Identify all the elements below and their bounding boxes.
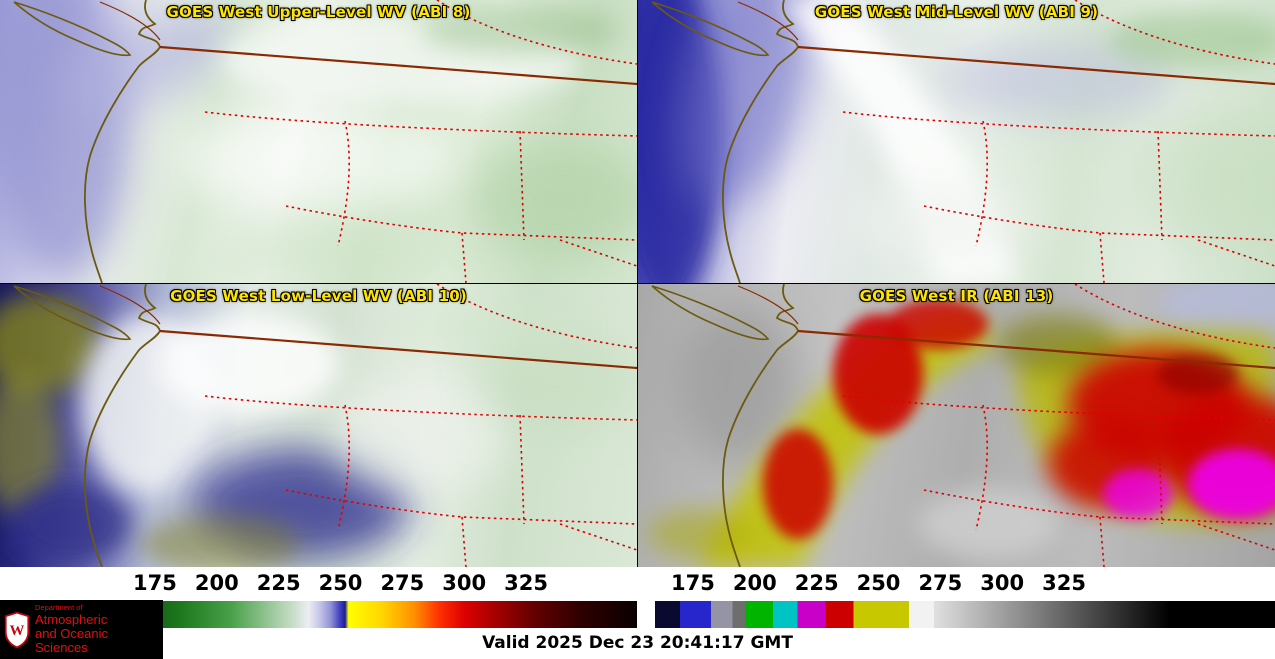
satellite-image-low-level-wv	[0, 294, 637, 567]
map-overlay	[638, 0, 1275, 283]
valid-time-text: Valid 2025 Dec 23 20:41:17 GMT	[482, 633, 793, 653]
logo-oceanic-line: and Oceanic Sciences	[35, 625, 108, 655]
satellite-image-ir	[648, 284, 1275, 567]
panel-title-mid-level-wv: GOES West Mid-Level WV (ABI 9)	[814, 3, 1099, 21]
panel-mid-level-wv: GOES West Mid-Level WV (ABI 9)	[638, 0, 1275, 283]
tick-label: 250	[318, 571, 363, 595]
panel-title-ir: GOES West IR (ABI 13)	[859, 287, 1054, 305]
map-overlay	[638, 284, 1275, 567]
tick-label: 200	[194, 571, 239, 595]
wv-tick-row: 175 200 225 250 275 300 325	[133, 569, 548, 597]
panel-low-level-wv: GOES West Low-Level WV (ABI 10)	[0, 284, 637, 567]
tick-label: 175	[133, 571, 177, 595]
tick-label: 175	[671, 571, 715, 595]
tick-label: 300	[980, 571, 1025, 595]
logo-text: Department of Atmospheric and Oceanic Sc…	[35, 604, 159, 654]
uw-crest-icon: W	[4, 611, 30, 648]
panel-ir: GOES West IR (ABI 13)	[638, 284, 1275, 567]
tick-label: 275	[918, 571, 963, 595]
aos-logo-block: W Department of Atmospheric and Oceanic …	[0, 600, 163, 659]
satellite-image-mid-level-wv	[638, 0, 1275, 283]
logo-dept-line: Department of	[35, 603, 83, 613]
tick-label: 300	[442, 571, 487, 595]
map-overlay	[0, 284, 637, 567]
panel-title-upper-level-wv: GOES West Upper-Level WV (ABI 8)	[166, 3, 471, 21]
tick-label: 325	[1042, 571, 1086, 595]
tick-label: 250	[856, 571, 901, 595]
tick-label: 325	[504, 571, 548, 595]
map-overlay	[0, 0, 637, 283]
tick-label: 225	[256, 571, 301, 595]
tick-label: 225	[794, 571, 839, 595]
panel-title-low-level-wv: GOES West Low-Level WV (ABI 10)	[170, 287, 467, 305]
panel-upper-level-wv: GOES West Upper-Level WV (ABI 8)	[0, 0, 637, 283]
ir-colorbar	[655, 601, 1275, 628]
satellite-image-upper-level-wv	[0, 0, 637, 283]
svg-text:W: W	[10, 623, 25, 639]
ir-tick-row: 175 200 225 250 275 300 325	[671, 569, 1086, 597]
logo-atmospheric-line: Atmospheric	[35, 611, 108, 627]
tick-label: 275	[380, 571, 425, 595]
satellite-quad-grid: GOES West Upper-Level WV (ABI 8) GOES We…	[0, 0, 1275, 567]
footer-bar: 175 200 225 250 275 300 325 175 200 225 250 275 300…	[0, 567, 1275, 659]
wv-colorbar	[80, 601, 637, 628]
tick-label: 200	[732, 571, 777, 595]
